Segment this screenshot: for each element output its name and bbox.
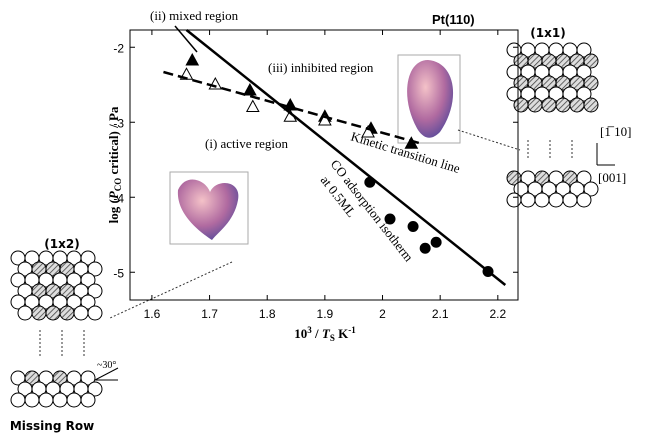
atom: [67, 393, 81, 407]
data-point: [247, 101, 259, 112]
atom: [514, 98, 528, 112]
angle-label: ~30°: [97, 360, 116, 371]
atom: [74, 306, 88, 320]
data-point: [431, 237, 441, 247]
atom: [535, 193, 549, 207]
data-point: [186, 54, 198, 65]
blob-active: [170, 172, 248, 244]
label-1x1: (1x1): [530, 26, 565, 40]
label-missing-row: Missing Row: [10, 419, 94, 433]
data-point: [385, 214, 395, 224]
figure: (1x1) (1x2) Missing Row [1̅ 10] [001] ~3…: [0, 0, 652, 437]
atom: [507, 193, 521, 207]
atom: [584, 98, 598, 112]
y-tick-label: -4: [113, 191, 124, 205]
label-1x2: (1x2): [44, 237, 79, 251]
chart-title: Pt(110): [432, 12, 475, 27]
atom: [32, 306, 46, 320]
annotation: (ii) mixed region: [150, 8, 239, 23]
direction-label: [1̅ 10]: [600, 124, 631, 139]
atom: [577, 193, 591, 207]
y-tick-label: -2: [113, 41, 124, 55]
atom: [556, 98, 570, 112]
data-point: [420, 243, 430, 253]
atom: [570, 98, 584, 112]
atom: [563, 193, 577, 207]
x-tick-label: 2: [379, 307, 386, 321]
x-tick-label: 1.8: [259, 307, 276, 321]
direction-label: [001]: [598, 170, 626, 185]
y-tick-label: -5: [113, 266, 124, 280]
atom: [81, 393, 95, 407]
atom: [528, 98, 542, 112]
atom: [18, 306, 32, 320]
atom: [25, 393, 39, 407]
atom: [542, 98, 556, 112]
atom: [46, 306, 60, 320]
atom: [60, 306, 74, 320]
atom: [521, 193, 535, 207]
annotation: (iii) inhibited region: [268, 60, 374, 75]
atom: [53, 393, 67, 407]
x-tick-label: 1.6: [144, 307, 161, 321]
annotation: (i) active region: [205, 136, 289, 151]
blob-inhibited: [398, 55, 460, 143]
atom: [11, 393, 25, 407]
x-tick-label: 1.7: [201, 307, 218, 321]
atom: [88, 306, 102, 320]
atom: [39, 393, 53, 407]
x-tick-label: 2.1: [432, 307, 449, 321]
data-point: [408, 222, 418, 232]
y-tick-label: -3: [113, 116, 124, 130]
atom-models: [11, 43, 598, 407]
atom: [549, 193, 563, 207]
x-tick-label: 1.9: [317, 307, 334, 321]
x-tick-label: 2.2: [489, 307, 506, 321]
x-axis-label: 103 / TS K-1: [294, 325, 356, 343]
